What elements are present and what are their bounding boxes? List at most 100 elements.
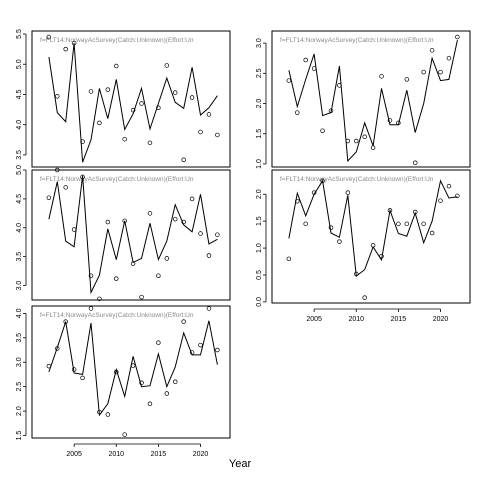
y-tick-label: 1.0 [256, 159, 263, 169]
panel-frame [271, 30, 471, 168]
data-point [181, 157, 186, 162]
data-point [303, 221, 308, 227]
y-tick-label: 3.0 [256, 38, 263, 48]
data-point [438, 198, 443, 203]
y-tick-label: 4.0 [16, 223, 23, 233]
fitted-line [288, 179, 458, 278]
y-tick-label: 2.0 [256, 99, 263, 109]
panel-frame [271, 169, 471, 304]
y-tick-label: 4.0 [16, 120, 23, 130]
y-tick-label: 4.5 [16, 89, 23, 99]
y-tick-label: 3.0 [16, 281, 23, 291]
data-point [55, 94, 60, 99]
data-point [438, 69, 443, 75]
data-point [303, 57, 308, 63]
x-tick-label: 2020 [193, 451, 209, 458]
data-point [396, 221, 401, 227]
y-tick-label: 5.0 [16, 59, 23, 69]
data-point [63, 185, 68, 190]
x-tick-label: 2010 [108, 451, 124, 458]
data-point [164, 256, 170, 261]
data-point [97, 296, 102, 302]
data-point [328, 225, 334, 230]
panel-3: f=FLT14:NorwayAcSurvey(Catch:Unknown)(Ef… [16, 165, 231, 302]
data-point [198, 129, 203, 135]
y-tick-label: 1.5 [256, 216, 263, 226]
data-point [172, 216, 178, 222]
data-point [455, 34, 460, 40]
fitted-line [48, 175, 218, 295]
data-point [105, 219, 111, 225]
panel-frame [31, 30, 231, 168]
data-point [172, 90, 178, 95]
data-point [147, 211, 153, 216]
y-tick-label: 1.0 [256, 243, 263, 253]
data-point [215, 232, 220, 237]
x-tick-label: 2005 [66, 451, 82, 458]
data-point [147, 401, 153, 407]
data-point [63, 46, 68, 52]
panel-title: f=FLT14:NorwayAcSurvey(Catch:Unknown)(Ef… [280, 176, 434, 183]
data-point [55, 167, 60, 173]
data-point [198, 342, 203, 348]
panel-title: f=FLT14:NorwayAcSurvey(Catch:Unknown)(Ef… [40, 176, 194, 183]
data-point [71, 227, 77, 232]
data-point [379, 74, 384, 79]
data-point [404, 77, 410, 82]
x-tick-label: 2005 [306, 316, 322, 323]
panel-5: f=FLT14:NorwayAcSurvey(Catch:Unknown)(Ef… [16, 305, 231, 458]
x-tick-label: 2015 [151, 451, 167, 458]
data-point [88, 273, 94, 278]
y-tick-label: 1.5 [16, 431, 23, 441]
data-point [189, 95, 195, 100]
data-point [429, 48, 435, 53]
data-point [88, 89, 94, 94]
x-axis-title: Year [228, 458, 252, 470]
data-point [286, 78, 292, 83]
fitted-line [48, 43, 218, 163]
data-point [446, 183, 452, 189]
data-point [172, 379, 178, 385]
data-point [421, 69, 426, 75]
data-point [88, 306, 94, 311]
data-point [206, 253, 212, 258]
data-point [139, 294, 144, 300]
data-point [455, 193, 460, 199]
y-tick-label: 3.5 [16, 150, 23, 160]
y-tick-label: 4.0 [16, 308, 23, 318]
y-tick-label: 0.0 [256, 297, 263, 307]
y-tick-label: 2.0 [16, 406, 23, 416]
fitted-line [48, 320, 218, 417]
data-point [139, 101, 144, 106]
data-point [337, 239, 342, 244]
data-point [421, 221, 426, 227]
data-point [114, 63, 119, 69]
data-point [370, 145, 376, 150]
data-point [105, 87, 111, 92]
data-point [206, 112, 212, 117]
y-tick-label: 5.5 [16, 29, 23, 39]
data-point [404, 221, 410, 227]
data-point [198, 231, 203, 236]
data-point [164, 391, 170, 396]
y-tick-label: 4.5 [16, 194, 23, 204]
panel-frame [31, 169, 231, 301]
fitted-line [288, 39, 458, 163]
data-point [156, 273, 161, 278]
data-point [446, 55, 452, 61]
panel-4: f=FLT14:NorwayAcSurvey(Catch:Unknown)(Ef… [256, 169, 471, 323]
y-tick-label: 3.5 [16, 333, 23, 343]
panel-title: f=FLT14:NorwayAcSurvey(Catch:Unknown)(Ef… [280, 37, 434, 44]
y-tick-label: 3.5 [16, 252, 23, 262]
data-point [286, 256, 292, 262]
data-point [215, 347, 220, 353]
data-point [429, 230, 435, 236]
data-point [206, 306, 212, 311]
data-point [130, 107, 136, 113]
panel-1: f=FLT14:NorwayAcSurvey(Catch:Unknown)(Ef… [16, 29, 231, 168]
y-tick-label: 2.5 [256, 68, 263, 78]
y-tick-label: 2.5 [16, 382, 23, 392]
data-point [46, 34, 52, 40]
data-point [354, 138, 359, 144]
x-tick-label: 2020 [433, 316, 449, 323]
